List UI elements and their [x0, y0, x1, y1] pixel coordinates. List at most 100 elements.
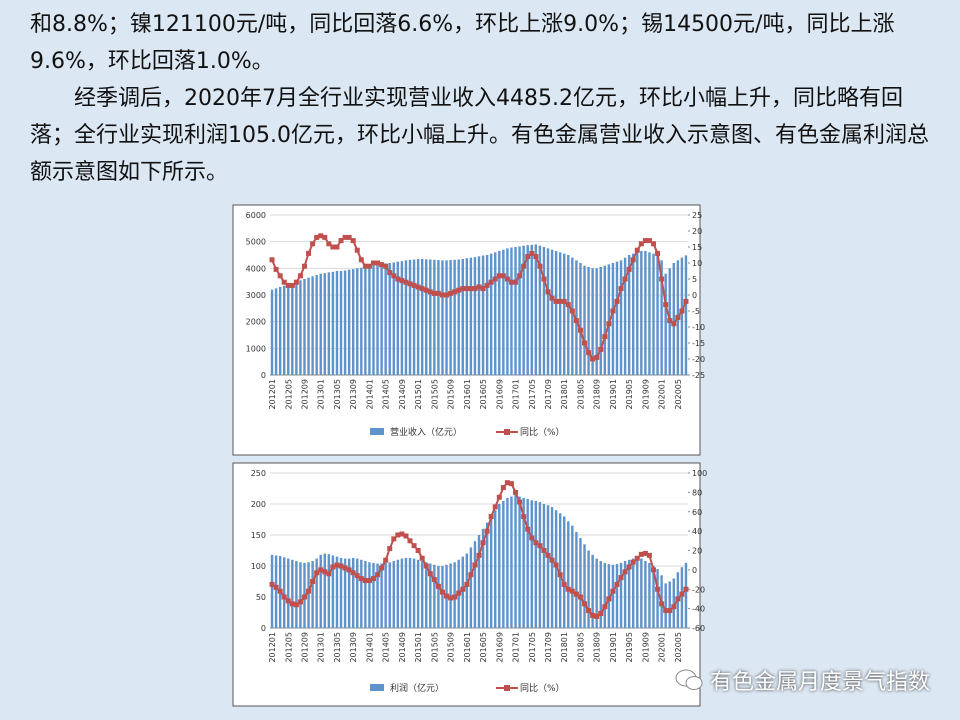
marker [391, 273, 397, 279]
y2-tick-label: -15 [692, 339, 705, 348]
x-tick-label: 201905 [625, 379, 634, 410]
x-tick-label: 201905 [625, 632, 634, 663]
x-tick-label: 202001 [658, 632, 667, 663]
bar [498, 251, 501, 375]
bar [404, 260, 408, 375]
marker [626, 266, 632, 272]
marker [289, 282, 295, 288]
x-tick-label: 201605 [479, 632, 488, 663]
marker [614, 581, 620, 587]
marker [606, 596, 612, 602]
marker [464, 581, 470, 587]
marker [399, 531, 405, 537]
legend-label: 同比（%） [520, 682, 565, 694]
bar [672, 263, 676, 375]
bar [627, 559, 631, 628]
marker [667, 318, 673, 324]
y2-tick-label: 20 [692, 547, 702, 556]
bar [400, 558, 404, 628]
bar [412, 259, 416, 375]
marker [415, 284, 421, 290]
x-tick-label: 201601 [463, 379, 472, 410]
bar [311, 276, 314, 375]
marker [541, 548, 547, 553]
bar [331, 555, 335, 628]
bar [579, 263, 582, 375]
bar [274, 555, 278, 628]
bar [636, 556, 639, 628]
marker [407, 281, 413, 287]
x-tick-label: 201801 [560, 379, 569, 410]
marker [651, 567, 657, 573]
bar [477, 535, 481, 628]
bar [607, 264, 611, 375]
bar [315, 275, 318, 375]
marker [444, 292, 450, 298]
bar [400, 261, 404, 375]
x-tick-label: 201209 [300, 632, 309, 663]
marker [638, 241, 644, 247]
marker [492, 276, 498, 282]
y-tick-label: 6000 [246, 211, 266, 220]
bar [619, 260, 623, 375]
marker [646, 238, 652, 244]
marker [618, 286, 624, 292]
marker [310, 579, 316, 584]
bar [652, 253, 655, 375]
article-text: 和8.8%；镍121100元/吨，同比回落6.6%，环比上涨9.0%；锡1450… [30, 6, 935, 191]
marker [659, 601, 665, 607]
marker [431, 577, 437, 583]
bar [563, 516, 566, 628]
marker [407, 538, 413, 544]
marker [622, 569, 628, 575]
bar [335, 556, 339, 628]
y-tick-label: 3000 [246, 291, 266, 300]
bar [335, 271, 339, 375]
marker [598, 346, 604, 352]
marker [448, 595, 454, 601]
marker [513, 489, 519, 495]
marker [342, 565, 348, 571]
marker [541, 276, 547, 282]
y2-tick-label: 5 [692, 275, 697, 284]
marker [362, 263, 368, 269]
bar [327, 554, 331, 628]
y-tick-label: 100 [251, 562, 266, 571]
bar [449, 260, 452, 375]
y2-tick-label: -20 [692, 355, 705, 364]
x-tick-label: 201709 [544, 632, 553, 663]
x-tick-label: 201209 [300, 379, 309, 410]
marker [529, 535, 535, 541]
bar [384, 263, 387, 375]
x-tick-label: 201409 [398, 632, 407, 663]
bar [274, 288, 278, 375]
bar [627, 255, 631, 375]
marker [427, 289, 433, 295]
bar [526, 245, 529, 375]
y-tick-label: 150 [251, 531, 266, 540]
x-tick-label: 201809 [593, 632, 602, 663]
x-tick-label: 201309 [349, 632, 358, 663]
bar [640, 251, 643, 375]
marker [504, 480, 510, 486]
x-tick-label: 201705 [528, 632, 537, 663]
y2-tick-label: 40 [692, 527, 702, 536]
bar [546, 248, 550, 375]
bar [392, 262, 395, 375]
marker [301, 263, 307, 269]
marker [634, 555, 640, 561]
marker [545, 289, 551, 295]
marker [537, 543, 543, 549]
bar [287, 558, 290, 628]
bar [315, 558, 318, 628]
bar [514, 494, 517, 628]
bar [343, 558, 347, 628]
bar [542, 504, 546, 628]
legend-swatch [370, 684, 384, 691]
x-tick-label: 201601 [463, 632, 472, 663]
marker [395, 532, 401, 538]
bar [295, 561, 298, 628]
marker [586, 350, 592, 356]
marker [399, 278, 405, 284]
